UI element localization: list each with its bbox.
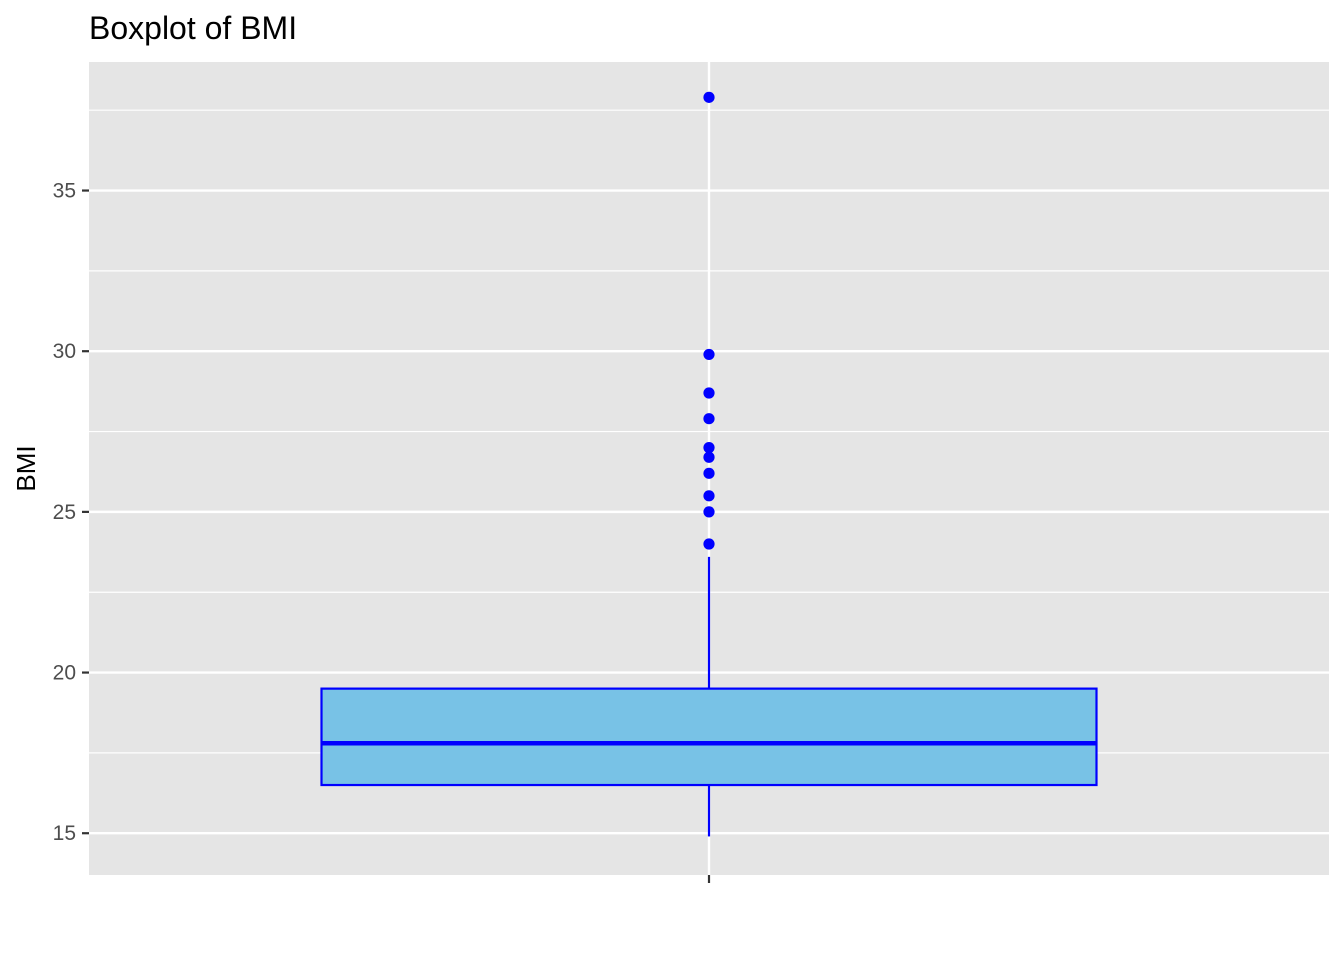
y-tick-label: 30 xyxy=(53,340,76,363)
y-axis: 15 20 25 30 35 xyxy=(53,180,89,845)
outlier-point xyxy=(703,348,715,361)
chart-title: Boxplot of BMI xyxy=(89,10,298,46)
outlier-point xyxy=(703,387,715,399)
iqr-box xyxy=(320,687,1098,787)
outlier-point xyxy=(703,467,715,479)
outlier-point xyxy=(703,91,715,103)
outlier-point xyxy=(703,451,715,463)
y-tick-label: 25 xyxy=(53,501,76,524)
outlier-point xyxy=(703,490,715,502)
box-series xyxy=(320,91,1098,837)
y-tick-label: 15 xyxy=(53,822,76,845)
outlier-point xyxy=(703,413,715,425)
y-tick-label: 35 xyxy=(53,180,76,203)
outlier-point xyxy=(703,538,715,550)
outlier-point xyxy=(703,506,715,518)
outlier-point xyxy=(703,442,715,454)
y-tick-label: 20 xyxy=(53,662,76,685)
y-axis-title: BMI xyxy=(11,445,41,491)
